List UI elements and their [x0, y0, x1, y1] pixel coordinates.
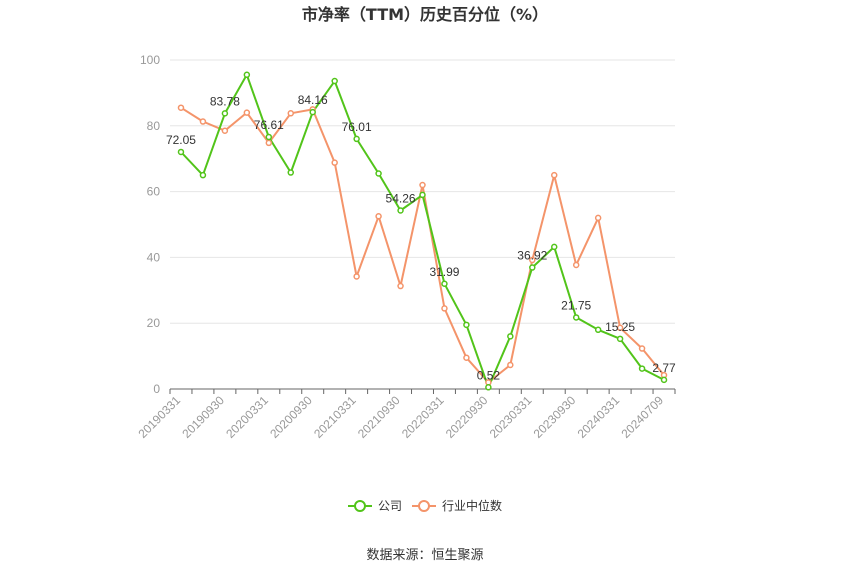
y-tick-label: 20 [147, 316, 161, 330]
data-point[interactable] [287, 110, 295, 117]
x-tick-label: 20200331 [223, 393, 271, 441]
data-point[interactable] [419, 181, 426, 189]
data-point[interactable] [594, 326, 602, 334]
data-point[interactable] [199, 171, 207, 179]
data-point[interactable] [507, 361, 514, 369]
data-point[interactable] [177, 148, 185, 156]
data-labels: 72.05 83.78 76.61 84.16 76.01 54.26 31.99 0.52 3… [166, 93, 676, 382]
data-point[interactable] [638, 365, 646, 372]
legend-company-marker [354, 500, 366, 512]
legend[interactable]: 公司 行业中位数 [348, 498, 502, 513]
chart-title: 市净率（TTM）历史百分位（%） [302, 5, 548, 24]
y-tick-label: 60 [147, 185, 161, 199]
data-point[interactable] [243, 71, 251, 79]
data-point[interactable] [265, 139, 273, 147]
legend-item-industry-median[interactable]: 行业中位数 [412, 498, 502, 513]
data-point[interactable] [331, 77, 338, 85]
x-tick-label: 20240709 [618, 393, 666, 441]
data-point[interactable] [529, 256, 536, 264]
grid-lines [170, 59, 675, 324]
data-point[interactable] [441, 280, 448, 288]
data-label: 36.92 [517, 249, 547, 263]
data-point[interactable] [419, 191, 426, 199]
data-point[interactable] [375, 213, 382, 220]
legend-industry-label: 行业中位数 [442, 498, 502, 513]
data-point[interactable] [572, 261, 580, 269]
data-point[interactable] [243, 109, 251, 116]
data-point[interactable] [331, 159, 338, 166]
data-point[interactable] [221, 110, 229, 117]
series-points [177, 71, 668, 391]
data-point[interactable] [463, 321, 470, 329]
data-point[interactable] [463, 354, 470, 361]
data-label: 15.25 [605, 320, 635, 334]
data-label: 76.61 [254, 118, 284, 132]
y-tick-label: 80 [147, 119, 161, 133]
x-tick-label: 20220930 [443, 393, 491, 441]
data-point[interactable] [572, 314, 580, 321]
x-tick-label: 20210930 [355, 393, 403, 441]
data-point[interactable] [550, 243, 558, 251]
data-label: 21.75 [561, 298, 591, 312]
data-point[interactable] [529, 264, 536, 271]
data-point[interactable] [660, 376, 668, 384]
legend-company-label: 公司 [378, 499, 402, 513]
data-point[interactable] [309, 108, 316, 116]
data-point[interactable] [441, 305, 448, 312]
x-tick-label: 20230930 [531, 393, 579, 441]
x-tick-label: 20210331 [311, 393, 359, 441]
data-point[interactable] [199, 118, 207, 125]
legend-item-company[interactable]: 公司 [348, 499, 402, 513]
data-point[interactable] [221, 127, 229, 134]
x-tick-label: 20200930 [267, 393, 315, 441]
data-label: 76.01 [342, 120, 372, 134]
x-tick-label: 20220331 [399, 393, 447, 441]
x-tick-label: 20230331 [487, 393, 535, 441]
data-label: 2.77 [652, 361, 676, 375]
data-point[interactable] [353, 135, 360, 143]
data-point[interactable] [287, 169, 295, 176]
data-point[interactable] [638, 345, 646, 352]
y-tick-label: 40 [147, 250, 161, 264]
data-point[interactable] [265, 133, 273, 141]
data-label: 54.26 [386, 191, 416, 205]
source-note: 数据来源：恒生聚源 [366, 548, 483, 563]
data-point[interactable] [375, 170, 382, 177]
x-tick-label: 20190331 [135, 393, 183, 441]
data-point[interactable] [594, 214, 602, 222]
data-point[interactable] [397, 282, 404, 290]
data-label: 72.05 [166, 133, 196, 147]
y-tick-label: 0 [153, 382, 160, 396]
data-point[interactable] [507, 333, 514, 340]
x-tick-label: 20240331 [575, 393, 623, 441]
data-label: 0.52 [477, 368, 501, 382]
data-point[interactable] [353, 273, 360, 280]
data-point[interactable] [177, 104, 185, 111]
legend-industry-marker [418, 500, 430, 512]
data-label: 84.16 [298, 93, 328, 107]
x-axis: 2019033120190930202003312020093020210331… [135, 388, 676, 441]
data-point[interactable] [397, 207, 404, 214]
y-axis: 0 20 40 60 80 100 [140, 53, 160, 396]
data-label: 31.99 [429, 265, 459, 279]
y-tick-label: 100 [140, 53, 160, 67]
data-label: 83.78 [210, 94, 240, 108]
data-point[interactable] [616, 335, 624, 343]
data-point[interactable] [616, 324, 624, 332]
x-tick-label: 20190930 [179, 393, 227, 441]
data-point[interactable] [550, 171, 558, 179]
series-line-1 [180, 106, 665, 384]
data-point[interactable] [485, 384, 492, 391]
